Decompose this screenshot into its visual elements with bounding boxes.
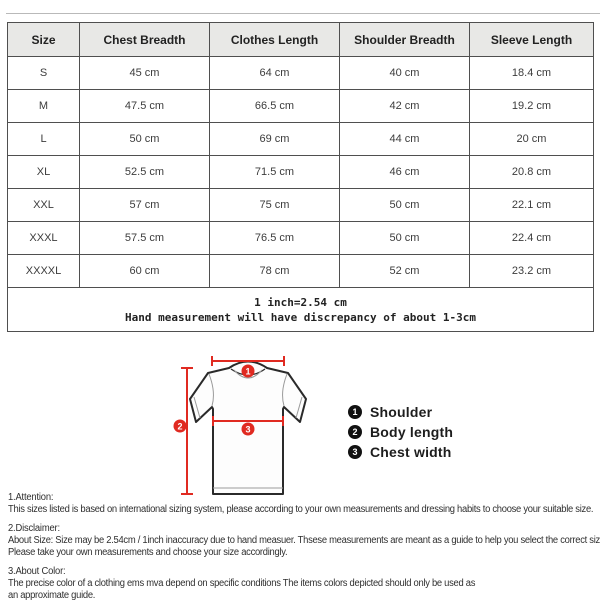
about-color-text-line1: The precise color of a clothing ems mva … <box>8 577 476 589</box>
sleeve-cell: 22.1 cm <box>469 188 594 222</box>
chest-cell: 45 cm <box>79 56 210 90</box>
chest-cell: 57.5 cm <box>79 221 210 255</box>
length-cell: 75 cm <box>209 188 340 222</box>
note-line-2: Hand measurement will have discrepancy o… <box>125 310 476 324</box>
table-row: S 45 cm 64 cm 40 cm 18.4 cm <box>7 56 594 90</box>
about-color-text-line2: an approximate guide. <box>8 590 96 600</box>
attention-title: 1.Attention: <box>8 492 54 503</box>
table-row: L 50 cm 69 cm 44 cm 20 cm <box>7 122 594 156</box>
header-shoulder: Shoulder Breadth <box>339 22 470 57</box>
length-cell: 78 cm <box>209 254 340 288</box>
sleeve-cell: 20.8 cm <box>469 155 594 189</box>
length-cell: 64 cm <box>209 56 340 90</box>
table-row: M 47.5 cm 66.5 cm 42 cm 19.2 cm <box>7 89 594 123</box>
svg-text:3: 3 <box>245 424 250 434</box>
circled-1-icon: 1 <box>348 404 362 419</box>
length-cell: 66.5 cm <box>209 89 340 123</box>
armhole-seam-left <box>208 373 214 407</box>
size-cell: XXXXL <box>7 254 80 288</box>
table-header-row: Size Chest Breadth Clothes Length Should… <box>7 22 594 57</box>
neckline <box>233 369 263 379</box>
shoulder-cell: 44 cm <box>339 122 470 156</box>
measurement-legend: 1 Shoulder 2 Body length 3 Chest width <box>348 404 453 464</box>
chest-cell: 60 cm <box>79 254 210 288</box>
legend-item-chest-width: 3 Chest width <box>348 443 453 460</box>
marker-2-body-length: 2 <box>173 419 187 433</box>
svg-text:1: 1 <box>245 366 250 376</box>
length-cell: 71.5 cm <box>209 155 340 189</box>
chest-cell: 50 cm <box>79 122 210 156</box>
disclaimer-text-line1: About Size: Size may be 2.54cm / 1inch i… <box>8 534 600 546</box>
table-row: XXXXL 60 cm 78 cm 52 cm 23.2 cm <box>7 254 594 288</box>
chest-cell: 52.5 cm <box>79 155 210 189</box>
shoulder-cell: 50 cm <box>339 221 470 255</box>
size-cell: XXXL <box>7 221 80 255</box>
sleeve-cell: 22.4 cm <box>469 221 594 255</box>
size-cell: L <box>7 122 80 156</box>
legend-item-body-length: 2 Body length <box>348 423 454 440</box>
tshirt-measurement-diagram: 1 2 3 <box>173 356 307 495</box>
shoulder-cell: 42 cm <box>339 89 470 123</box>
armhole-seam-right <box>282 373 288 407</box>
legend-label: Body length <box>370 423 454 440</box>
chest-cell: 57 cm <box>79 188 210 222</box>
header-sleeve: Sleeve Length <box>469 22 594 57</box>
about-color-section: 3.About Color: The precise color of a cl… <box>8 565 600 600</box>
notes-section: 1.Attention: This sizes listed is based … <box>8 491 600 600</box>
legend-label: Shoulder <box>370 403 433 420</box>
size-cell: XL <box>7 155 80 189</box>
sleeve-cell: 18.4 cm <box>469 56 594 90</box>
shoulder-cell: 52 cm <box>339 254 470 288</box>
attention-section: 1.Attention: This sizes listed is based … <box>8 491 600 517</box>
note-line-1: 1 inch=2.54 cm <box>254 295 347 309</box>
top-divider <box>6 13 600 14</box>
sleeve-cell: 19.2 cm <box>469 89 594 123</box>
header-chest: Chest Breadth <box>79 22 210 57</box>
marker-1-shoulder: 1 <box>241 364 255 378</box>
circled-3-icon: 3 <box>348 444 362 459</box>
shoulder-cell: 46 cm <box>339 155 470 189</box>
shoulder-cell: 50 cm <box>339 188 470 222</box>
size-chart-table: Size Chest Breadth Clothes Length Should… <box>7 22 594 332</box>
chest-measure-line <box>212 416 284 426</box>
body-length-measure-line <box>181 367 193 495</box>
measurement-note: 1 inch=2.54 cm Hand measurement will hav… <box>7 287 594 332</box>
size-cell: M <box>7 89 80 123</box>
table-note-row: 1 inch=2.54 cm Hand measurement will hav… <box>7 287 594 332</box>
about-color-title: 3.About Color: <box>8 565 66 577</box>
chest-cell: 47.5 cm <box>79 89 210 123</box>
size-cell: S <box>7 56 80 90</box>
cuff-seam-right <box>295 396 303 419</box>
svg-text:2: 2 <box>177 421 182 431</box>
disclaimer-text-line2: Please take your own measurements and ch… <box>8 547 288 558</box>
sleeve-cell: 23.2 cm <box>469 254 594 288</box>
cuff-seam-left <box>193 396 201 419</box>
size-cell: XXL <box>7 188 80 222</box>
attention-text: This sizes listed is based on internatio… <box>8 504 594 515</box>
table-row: XXL 57 cm 75 cm 50 cm 22.1 cm <box>7 188 594 222</box>
legend-label: Chest width <box>370 443 452 460</box>
shoulder-measure-line <box>211 356 285 366</box>
table-row: XL 52.5 cm 71.5 cm 46 cm 20.8 cm <box>7 155 594 189</box>
length-cell: 69 cm <box>209 122 340 156</box>
disclaimer-title: 2.Disclaimer: <box>8 522 60 534</box>
header-size: Size <box>7 22 80 57</box>
disclaimer-section: 2.Disclaimer: About Size: Size may be 2.… <box>8 522 600 560</box>
table-row: XXXL 57.5 cm 76.5 cm 50 cm 22.4 cm <box>7 221 594 255</box>
shoulder-cell: 40 cm <box>339 56 470 90</box>
legend-item-shoulder: 1 Shoulder <box>348 403 453 420</box>
header-clothes-length: Clothes Length <box>209 22 340 57</box>
marker-3-chest-width: 3 <box>241 422 255 436</box>
length-cell: 76.5 cm <box>209 221 340 255</box>
circled-2-icon: 2 <box>348 424 362 439</box>
sleeve-cell: 20 cm <box>469 122 594 156</box>
